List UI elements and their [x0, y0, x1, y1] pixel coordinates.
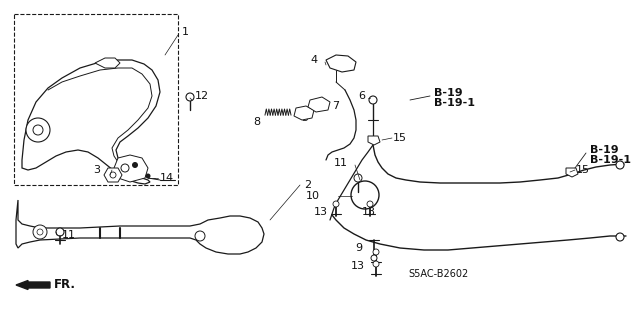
Circle shape	[354, 174, 362, 182]
Text: B-19: B-19	[434, 88, 463, 98]
Polygon shape	[16, 200, 264, 254]
Circle shape	[56, 228, 64, 236]
Text: 6: 6	[358, 91, 365, 101]
Circle shape	[33, 225, 47, 239]
Text: B-19-1: B-19-1	[590, 155, 631, 165]
Circle shape	[373, 261, 379, 267]
Circle shape	[186, 93, 194, 101]
Text: 5: 5	[301, 113, 308, 123]
Text: 2: 2	[304, 180, 311, 190]
Circle shape	[121, 164, 129, 172]
Circle shape	[132, 162, 138, 168]
Text: 13: 13	[362, 207, 376, 217]
Text: 9: 9	[355, 243, 362, 253]
Text: 15: 15	[576, 165, 590, 175]
Circle shape	[33, 125, 43, 135]
Text: 14: 14	[160, 173, 174, 183]
Text: 8: 8	[253, 117, 260, 127]
Text: 1: 1	[182, 27, 189, 37]
Circle shape	[195, 231, 205, 241]
Polygon shape	[22, 60, 160, 184]
Text: FR.: FR.	[54, 278, 76, 292]
Text: 12: 12	[195, 91, 209, 101]
Circle shape	[110, 172, 116, 178]
Polygon shape	[308, 97, 330, 112]
Circle shape	[37, 229, 43, 235]
Text: 3: 3	[93, 165, 100, 175]
Text: 4: 4	[311, 55, 318, 65]
Text: 13: 13	[314, 207, 328, 217]
Circle shape	[367, 201, 373, 207]
Polygon shape	[566, 168, 578, 177]
Circle shape	[616, 161, 624, 169]
Polygon shape	[294, 106, 314, 120]
Polygon shape	[368, 136, 380, 145]
Circle shape	[26, 118, 50, 142]
FancyArrow shape	[16, 280, 50, 290]
Text: 11: 11	[334, 158, 348, 168]
Text: 11: 11	[62, 230, 76, 240]
Circle shape	[145, 174, 150, 179]
Text: S5AC-B2602: S5AC-B2602	[408, 269, 468, 279]
Circle shape	[369, 96, 377, 104]
Text: 10: 10	[306, 191, 320, 201]
Circle shape	[333, 201, 339, 207]
Text: B-19: B-19	[590, 145, 619, 155]
Polygon shape	[104, 168, 122, 182]
Circle shape	[373, 249, 379, 255]
Bar	[14, 14, 178, 185]
Circle shape	[616, 233, 624, 241]
Text: 15: 15	[393, 133, 407, 143]
Text: 13: 13	[351, 261, 365, 271]
Polygon shape	[114, 155, 148, 182]
Circle shape	[371, 255, 377, 261]
Text: B-19-1: B-19-1	[434, 98, 475, 108]
Text: 7: 7	[332, 101, 339, 111]
Polygon shape	[95, 58, 120, 68]
Polygon shape	[326, 55, 356, 72]
